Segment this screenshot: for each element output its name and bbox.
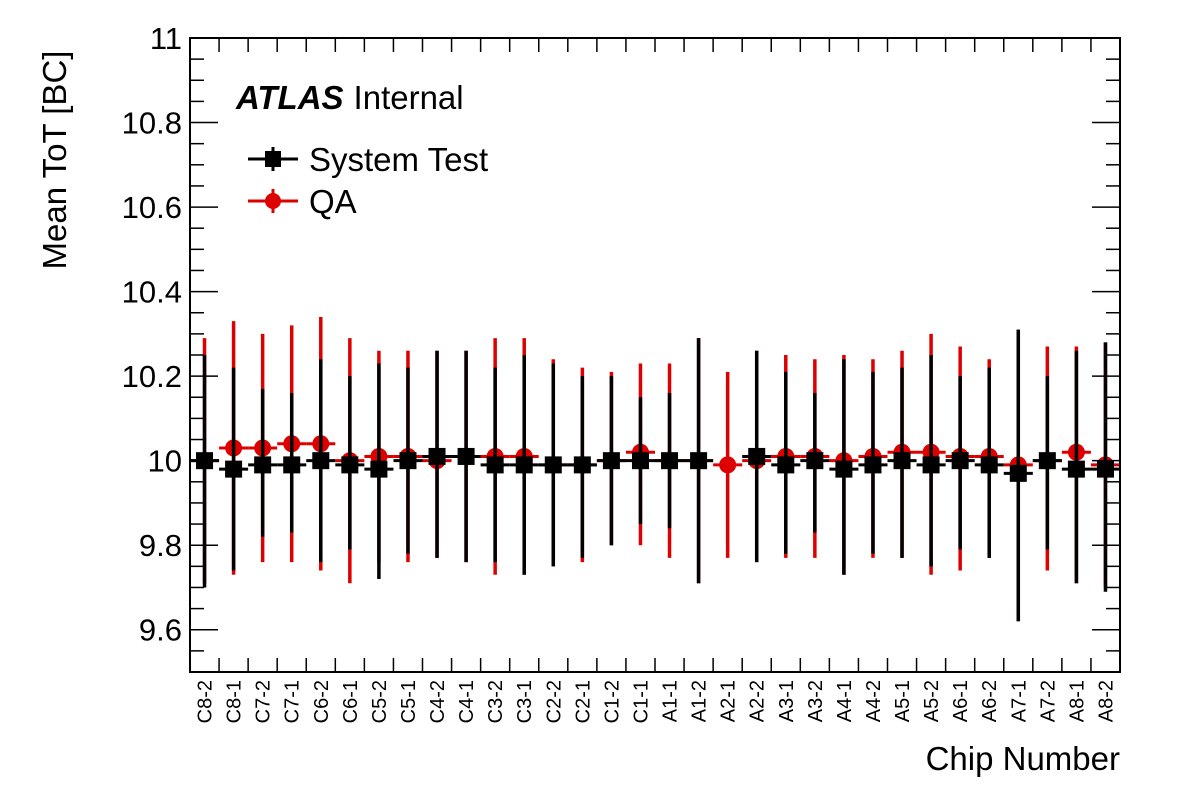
x-tick-label: A4-1 bbox=[834, 680, 856, 722]
data-point-square bbox=[980, 456, 998, 474]
data-point-square bbox=[428, 447, 446, 465]
x-tick-label: C1-2 bbox=[601, 680, 623, 723]
data-point-square bbox=[922, 456, 940, 474]
x-tick-label: A7-2 bbox=[1037, 680, 1059, 722]
data-point-square bbox=[486, 456, 504, 474]
x-tick-label: A8-2 bbox=[1095, 680, 1117, 722]
legend-marker-square bbox=[265, 151, 281, 167]
y-axis-label: Mean ToT [BC] bbox=[36, 51, 73, 270]
legend-label-system-test: System Test bbox=[309, 141, 488, 178]
x-tick-label: A5-2 bbox=[921, 680, 943, 722]
legend-item-system-test: System Test bbox=[248, 141, 488, 178]
data-point-square bbox=[835, 460, 853, 478]
axis-layer: 9.6 9.8 10 10.2 10.4 10.6 10.8 11 C8-2 C8-1 C7-2 C7… bbox=[122, 21, 1121, 723]
x-tick-label: C8-1 bbox=[224, 680, 246, 723]
x-tick-label: C3-2 bbox=[485, 680, 507, 723]
data-point-square bbox=[370, 460, 388, 478]
x-tick-label: C4-1 bbox=[456, 680, 478, 723]
data-point-circle bbox=[719, 456, 737, 474]
series-qa bbox=[190, 316, 1120, 622]
data-point-square bbox=[1038, 452, 1056, 470]
legend-marker-circle bbox=[265, 193, 281, 209]
data-point-square bbox=[544, 456, 562, 474]
x-axis-label: Chip Number bbox=[926, 740, 1120, 777]
x-tick-label: C4-2 bbox=[427, 680, 449, 723]
data-point-square bbox=[951, 452, 969, 470]
annotation-bold: ATLAS bbox=[235, 79, 344, 116]
data-point-square bbox=[515, 456, 533, 474]
legend-item-qa: QA bbox=[248, 183, 357, 220]
atlas-annotation: ATLAS Internal bbox=[235, 79, 464, 116]
x-tick-label: A3-1 bbox=[776, 680, 798, 722]
data-point-square bbox=[777, 456, 795, 474]
x-tick-label: C7-1 bbox=[282, 680, 304, 723]
annotation-rest: Internal bbox=[354, 79, 464, 116]
series-system-test bbox=[190, 329, 1120, 622]
data-point-square bbox=[1009, 464, 1027, 482]
plot-layer bbox=[190, 316, 1120, 622]
data-point-square bbox=[225, 460, 243, 478]
data-point-square bbox=[312, 452, 330, 470]
data-point-square bbox=[283, 456, 301, 474]
x-tick-label: A2-2 bbox=[747, 680, 769, 722]
x-tick-label: C6-1 bbox=[340, 680, 362, 723]
data-point-square bbox=[893, 452, 911, 470]
x-tick-label: A4-2 bbox=[863, 680, 885, 722]
y-tick-label: 9.6 bbox=[139, 613, 182, 648]
x-tick-label: C5-1 bbox=[398, 680, 420, 723]
plot-frame bbox=[189, 37, 1121, 673]
data-point-square bbox=[631, 452, 649, 470]
data-point-square bbox=[602, 452, 620, 470]
data-point-square bbox=[457, 447, 475, 465]
x-tick-label: A6-1 bbox=[950, 680, 972, 722]
x-tick-label: C5-2 bbox=[369, 680, 391, 723]
y-tick-label: 10.8 bbox=[122, 106, 182, 141]
x-tick-label: A5-1 bbox=[892, 680, 914, 722]
data-point-square bbox=[690, 452, 708, 470]
y-tick-label: 10.2 bbox=[122, 359, 182, 394]
legend: System Test QA bbox=[248, 141, 488, 220]
data-point-square bbox=[748, 447, 766, 465]
data-point-square bbox=[1096, 460, 1114, 478]
legend-label-qa: QA bbox=[309, 183, 357, 220]
x-tick-label: A2-1 bbox=[718, 680, 740, 722]
x-tick-label: A1-1 bbox=[660, 680, 682, 722]
data-point-square bbox=[864, 456, 882, 474]
y-tick-label: 10 bbox=[148, 444, 182, 479]
x-tick-label: C8-2 bbox=[195, 680, 217, 723]
x-tick-label: A8-1 bbox=[1066, 680, 1088, 722]
y-tick-label: 10.4 bbox=[122, 275, 182, 310]
x-tick-label: C6-2 bbox=[311, 680, 333, 723]
data-point-square bbox=[399, 452, 417, 470]
y-tick-label: 11 bbox=[150, 21, 182, 56]
data-point-square bbox=[661, 452, 679, 470]
y-tick-label: 10.6 bbox=[122, 190, 182, 225]
data-point-square bbox=[806, 452, 824, 470]
data-point-square bbox=[1067, 460, 1085, 478]
data-point-square bbox=[341, 456, 359, 474]
x-tick-label: C2-2 bbox=[543, 680, 565, 723]
y-tick-label: 9.8 bbox=[139, 528, 182, 563]
x-tick-label: C2-1 bbox=[572, 680, 594, 723]
x-tick-label: A6-2 bbox=[979, 680, 1001, 722]
x-tick-label: C1-1 bbox=[630, 680, 652, 723]
x-tick-label: C3-1 bbox=[514, 680, 536, 723]
x-tick-label: A1-2 bbox=[689, 680, 711, 722]
x-tick-label: A7-1 bbox=[1008, 680, 1030, 722]
x-tick-label: A3-2 bbox=[805, 680, 827, 722]
data-point-square bbox=[573, 456, 591, 474]
x-tick-label: C7-2 bbox=[253, 680, 275, 723]
data-point-square bbox=[254, 456, 272, 474]
